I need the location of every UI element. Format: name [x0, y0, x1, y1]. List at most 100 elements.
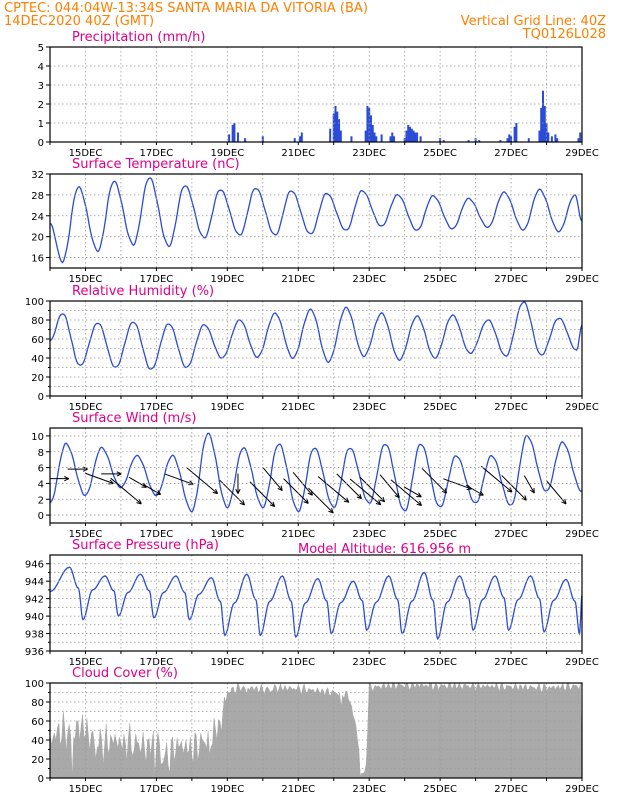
wind-arrow-head	[416, 492, 422, 498]
x-tick-label: 23DEC	[352, 274, 386, 285]
precip-bar	[233, 123, 236, 142]
y-tick-label: 0	[38, 511, 44, 522]
x-tick-label: 15DEC	[69, 657, 103, 668]
wind-arrow	[465, 484, 484, 496]
x-tick-label: 29DEC	[565, 274, 599, 285]
x-tick-label: 23DEC	[352, 529, 386, 540]
x-tick-label: 27DEC	[494, 657, 528, 668]
precip-bar	[405, 130, 408, 142]
precip-bar	[299, 136, 302, 142]
x-tick-label: 17DEC	[140, 402, 174, 413]
precip-bar	[389, 136, 392, 142]
precip-bar	[244, 138, 247, 142]
x-tick-label: 17DEC	[140, 148, 174, 159]
precip-bar	[478, 140, 481, 142]
precip-bar	[412, 130, 415, 142]
y-tick-label: 20	[31, 755, 44, 766]
y-tick-label: 60	[31, 717, 44, 728]
x-tick-label: 25DEC	[423, 402, 457, 413]
wind-arrow-head	[269, 501, 276, 508]
panel-frame	[49, 173, 583, 269]
wind-arrow-head	[416, 500, 422, 506]
precip-bar	[414, 132, 417, 142]
y-tick-label: 80	[31, 698, 44, 709]
panel-data-precip	[228, 90, 582, 142]
x-tick-label: 19DEC	[210, 529, 244, 540]
x-tick-label: 23DEC	[352, 148, 386, 159]
panel-title: Surface Temperature (nC)	[72, 157, 240, 172]
precip-bar	[499, 140, 502, 142]
wind-arrow-head	[375, 499, 382, 506]
model-altitude: Model Altitude: 616.956 m	[298, 542, 471, 557]
panel-title: Cloud Cover (%)	[72, 666, 178, 681]
precip-bar	[334, 105, 337, 142]
precip-bar	[393, 136, 396, 142]
x-tick-label: 21DEC	[281, 657, 315, 668]
precip-bar	[467, 140, 470, 142]
wind-arrow-head	[529, 487, 535, 494]
y-tick-label: 6	[38, 464, 44, 475]
x-tick-label: 21DEC	[281, 148, 315, 159]
precip-bar	[515, 123, 518, 142]
panel-data-temp	[50, 177, 582, 264]
x-tick-label: 23DEC	[352, 657, 386, 668]
panel-data-press	[50, 566, 582, 641]
precip-bar	[527, 138, 530, 142]
header-location: CPTEC: 044:04W-13:34S SANTA MARIA DA VIT…	[4, 1, 368, 16]
y-tick-label: 28	[31, 191, 44, 202]
x-tick-label: 25DEC	[423, 148, 457, 159]
panel-frame	[49, 554, 583, 652]
precip-bar	[380, 134, 383, 142]
wind-arrow-head	[441, 488, 448, 494]
y-tick-label: 40	[31, 354, 44, 365]
y-tick-label: 16	[31, 254, 44, 265]
x-tick-label: 25DEC	[423, 274, 457, 285]
x-tick-label: 25DEC	[423, 657, 457, 668]
y-tick-label: 60	[31, 335, 44, 346]
wind-arrow-head	[343, 497, 350, 503]
precip-bar	[228, 134, 231, 142]
x-tick-label: 25DEC	[423, 529, 457, 540]
wind-arrow	[249, 481, 275, 507]
panel-precip: Precipitation (mm/h) 0 1 2 3 4 5 15DEC 17DEC 19DE…	[38, 30, 599, 159]
wind-arrow	[480, 465, 513, 493]
precip-bar	[236, 132, 239, 142]
precip-bar	[547, 132, 550, 142]
panel-data-rh	[50, 301, 582, 370]
wind-arrow	[219, 479, 245, 506]
precip-bar	[368, 107, 371, 142]
precip-bar	[513, 126, 516, 142]
cloud-area	[50, 683, 582, 778]
header: CPTEC: 044:04W-13:34S SANTA MARIA DA VIT…	[4, 1, 606, 557]
y-tick-label: 3	[38, 81, 44, 92]
precip-bar	[329, 128, 332, 142]
wind-arrow	[379, 474, 400, 498]
precip-bar	[540, 107, 543, 142]
panel-title: Surface Pressure (hPa)	[72, 538, 219, 553]
precip-bar	[391, 132, 394, 142]
x-tick-label: 21DEC	[281, 402, 315, 413]
wind-arrow	[164, 473, 194, 485]
panel-frame	[49, 46, 583, 143]
wind-arrow-head	[116, 471, 122, 477]
temp-line	[50, 177, 582, 264]
precip-bar	[556, 138, 559, 142]
y-tick-label: 940	[25, 612, 44, 623]
wind-arrow	[143, 484, 161, 495]
y-tick-label: 0	[38, 774, 44, 785]
x-tick-label: 19DEC	[210, 274, 244, 285]
precip-bar	[293, 138, 296, 142]
y-tick-label: 100	[25, 297, 44, 308]
x-tick-label: 23DEC	[352, 402, 386, 413]
precip-bar	[364, 130, 367, 142]
wind-arrow-head	[64, 476, 70, 482]
y-tick-label: 4	[38, 479, 44, 490]
precip-bar	[410, 128, 413, 142]
press-line	[50, 566, 582, 641]
wind-arrow-head	[328, 507, 334, 514]
x-tick-label: 15DEC	[69, 784, 103, 795]
wind-arrow-head	[155, 490, 162, 495]
wind-arrow	[523, 475, 535, 494]
y-tick-label: 946	[25, 560, 44, 571]
y-tick-label: 20	[31, 373, 44, 384]
